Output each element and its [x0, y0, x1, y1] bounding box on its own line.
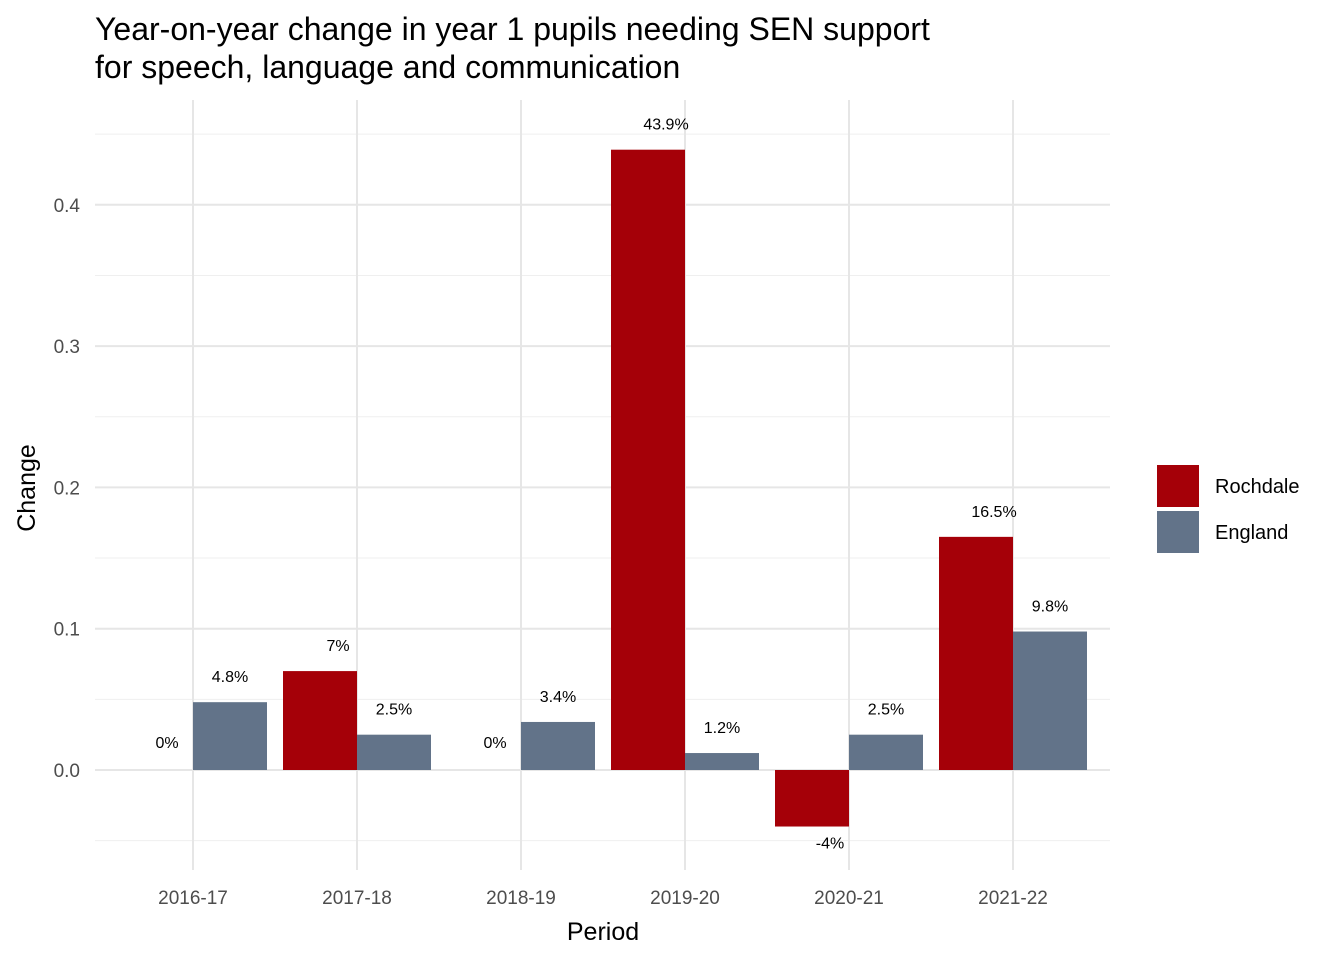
bar-england-2017-18	[357, 734, 431, 770]
x-tick-label: 2018-19	[486, 888, 556, 909]
legend-label-england: England	[1215, 522, 1288, 544]
data-label-rochdale-2020-21: -4%	[816, 836, 844, 853]
data-labels-group: 0% 7% 0% 43.9% -4% 16.5% 4.8% 2.5% 3.4% 1.2% 2.5% 9…	[155, 117, 1068, 853]
data-label-rochdale-2019-20: 43.9%	[643, 117, 688, 134]
y-tick-label: 0.0	[54, 761, 80, 782]
chart-title-line-2: for speech, language and communication	[95, 49, 680, 85]
x-tick-label: 2019-20	[650, 888, 720, 909]
bars-group	[193, 149, 1087, 827]
bar-rochdale-2021-22	[939, 536, 1013, 770]
data-label-england-2021-22: 9.8%	[1032, 599, 1068, 616]
legend: Rochdale England	[1157, 465, 1300, 553]
y-axis-title: Change	[13, 444, 41, 532]
data-label-england-2018-19: 3.4%	[540, 689, 576, 706]
legend-label-rochdale: Rochdale	[1215, 476, 1300, 498]
bar-rochdale-2019-20	[611, 149, 685, 770]
bar-rochdale-2017-18	[283, 671, 357, 770]
bar-england-2018-19	[521, 721, 595, 770]
bar-england-2016-17	[193, 702, 267, 770]
x-tick-label: 2021-22	[978, 888, 1048, 909]
bar-england-2019-20	[685, 753, 759, 770]
legend-key-england	[1157, 511, 1199, 553]
data-label-england-2020-21: 2.5%	[868, 702, 904, 719]
data-label-rochdale-2016-17: 0%	[155, 735, 178, 752]
x-tick-label: 2020-21	[814, 888, 884, 909]
data-label-rochdale-2021-22: 16.5%	[971, 504, 1016, 521]
y-tick-label: 0.2	[54, 478, 80, 499]
data-label-england-2016-17: 4.8%	[212, 669, 248, 686]
y-tick-label: 0.1	[54, 620, 80, 641]
legend-key-rochdale	[1157, 465, 1199, 507]
x-tick-label: 2016-17	[158, 888, 228, 909]
chart-title-line-1: Year-on-year change in year 1 pupils nee…	[95, 11, 930, 47]
bar-england-2020-21	[849, 734, 923, 770]
x-axis-title: Period	[567, 918, 639, 946]
data-label-rochdale-2018-19: 0%	[483, 735, 506, 752]
bar-rochdale-2020-21	[775, 770, 849, 827]
y-tick-label: 0.4	[54, 196, 81, 217]
data-label-rochdale-2017-18: 7%	[326, 638, 349, 655]
y-axis-ticks: 0.0 0.1 0.2 0.3 0.4	[54, 196, 81, 782]
data-label-england-2019-20: 1.2%	[704, 720, 740, 737]
data-label-england-2017-18: 2.5%	[376, 702, 412, 719]
x-axis-ticks: 2016-17 2017-18 2018-19 2019-20 2020-21 2021-…	[158, 888, 1048, 909]
y-tick-label: 0.3	[54, 337, 80, 358]
x-tick-label: 2017-18	[322, 888, 392, 909]
bar-england-2021-22	[1013, 631, 1087, 770]
